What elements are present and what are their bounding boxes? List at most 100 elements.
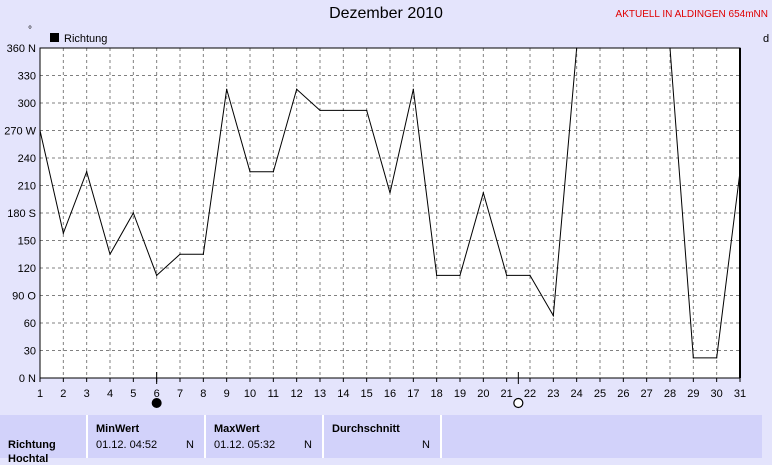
x-tick-label: 26 bbox=[617, 388, 629, 400]
y-tick-label: 270 W bbox=[4, 126, 36, 138]
y-tick-label: 240 bbox=[18, 153, 36, 165]
data-point bbox=[296, 88, 298, 90]
data-point bbox=[716, 357, 718, 359]
x-tick-label: 9 bbox=[224, 388, 230, 400]
x-tick-label: 11 bbox=[268, 388, 279, 400]
x-tick-label: 22 bbox=[524, 388, 536, 400]
data-point bbox=[156, 274, 158, 276]
x-tick-label: 23 bbox=[547, 388, 559, 400]
data-point bbox=[86, 171, 88, 173]
data-point bbox=[249, 171, 251, 173]
right-axis-label: d bbox=[763, 33, 769, 45]
x-tick-label: 18 bbox=[431, 388, 443, 400]
stats-row-label-2: Hochtal bbox=[8, 453, 49, 465]
y-tick-label: 60 bbox=[24, 318, 36, 330]
data-point bbox=[529, 274, 531, 276]
y-axis-degree-marker: ° bbox=[28, 25, 32, 36]
data-point bbox=[132, 212, 134, 214]
stats-panel: Richtung Hochtal MinWert 01.12. 04:52 N … bbox=[0, 414, 772, 465]
x-tick-label: 19 bbox=[454, 388, 466, 400]
min-header: MinWert bbox=[96, 423, 140, 435]
data-point bbox=[342, 109, 344, 111]
data-point bbox=[202, 253, 204, 255]
y-tick-label: 120 bbox=[18, 263, 36, 275]
x-tick-label: 25 bbox=[594, 388, 606, 400]
empty-cell bbox=[442, 415, 762, 458]
y-tick-label: 90 O bbox=[12, 291, 36, 303]
y-tick-label: 360 N bbox=[7, 43, 36, 55]
stats-row-label: Richtung bbox=[8, 439, 56, 451]
x-tick-label: 10 bbox=[244, 388, 256, 400]
data-point bbox=[599, 47, 601, 49]
station-status: AKTUELL IN ALDINGEN 654mNN bbox=[615, 9, 768, 20]
data-point bbox=[669, 47, 671, 49]
x-tick-label: 13 bbox=[314, 388, 326, 400]
x-tick-label: 3 bbox=[84, 388, 90, 400]
data-point bbox=[739, 171, 741, 173]
y-tick-label: 300 bbox=[18, 98, 36, 110]
data-point bbox=[272, 171, 274, 173]
x-tick-label: 24 bbox=[571, 388, 583, 400]
y-tick-label: 210 bbox=[18, 181, 36, 193]
x-tick-label: 30 bbox=[711, 388, 723, 400]
x-tick-label: 6 bbox=[154, 388, 160, 400]
full-moon-icon bbox=[513, 397, 524, 409]
y-tick-label: 0 N bbox=[19, 373, 36, 385]
data-point bbox=[39, 129, 41, 132]
data-point bbox=[179, 253, 181, 255]
new-moon-icon bbox=[151, 398, 162, 408]
data-point bbox=[109, 253, 111, 255]
x-tick-label: 2 bbox=[60, 388, 66, 400]
y-tick-label: 30 bbox=[24, 346, 36, 358]
legend-swatch bbox=[50, 33, 59, 42]
chart-title: Dezember 2010 bbox=[329, 5, 443, 22]
min-value: 01.12. 04:52 bbox=[96, 439, 158, 451]
max-value: 01.12. 05:32 bbox=[214, 439, 276, 451]
x-tick-label: 20 bbox=[477, 388, 489, 400]
data-point bbox=[436, 274, 438, 276]
data-point bbox=[459, 274, 461, 276]
min-cell: MinWert 01.12. 04:52 N bbox=[88, 415, 206, 458]
data-point bbox=[412, 88, 414, 90]
data-point bbox=[389, 192, 391, 194]
data-point bbox=[482, 192, 484, 194]
data-point bbox=[692, 357, 694, 359]
x-tick-label: 16 bbox=[384, 388, 396, 400]
y-tick-label: 150 bbox=[18, 236, 36, 248]
x-tick-label: 1 bbox=[37, 388, 43, 400]
x-tick-label: 8 bbox=[200, 388, 206, 400]
x-tick-label: 31 bbox=[734, 388, 746, 400]
x-tick-label: 21 bbox=[501, 388, 513, 400]
avg-direction: N bbox=[422, 439, 430, 451]
x-tick-label: 15 bbox=[361, 388, 373, 400]
avg-cell: Durchschnitt N bbox=[324, 415, 442, 458]
max-cell: MaxWert 01.12. 05:32 N bbox=[206, 415, 324, 458]
min-direction: N bbox=[186, 439, 194, 451]
stats-label-cell: Richtung Hochtal bbox=[0, 415, 88, 465]
y-tick-label: 330 bbox=[18, 71, 36, 83]
data-point bbox=[319, 109, 321, 111]
x-tick-label: 29 bbox=[687, 388, 699, 400]
data-point bbox=[552, 315, 554, 317]
data-point bbox=[62, 232, 64, 234]
x-tick-label: 4 bbox=[107, 388, 113, 400]
legend-label: Richtung bbox=[64, 33, 107, 45]
data-point bbox=[576, 47, 578, 49]
x-tick-label: 12 bbox=[291, 388, 303, 400]
x-tick-label: 5 bbox=[130, 388, 136, 400]
data-point bbox=[506, 274, 508, 276]
x-tick-label: 28 bbox=[664, 388, 676, 400]
x-tick-label: 7 bbox=[177, 388, 183, 400]
data-point bbox=[646, 47, 648, 49]
x-tick-label: 14 bbox=[337, 388, 349, 400]
avg-header: Durchschnitt bbox=[332, 423, 400, 435]
data-point bbox=[622, 47, 624, 49]
max-header: MaxWert bbox=[214, 423, 260, 435]
x-tick-label: 27 bbox=[641, 388, 653, 400]
max-direction: N bbox=[304, 439, 312, 451]
x-tick-label: 17 bbox=[407, 388, 419, 400]
y-tick-label: 180 S bbox=[7, 208, 36, 220]
data-point bbox=[226, 88, 228, 90]
data-point bbox=[366, 109, 368, 111]
